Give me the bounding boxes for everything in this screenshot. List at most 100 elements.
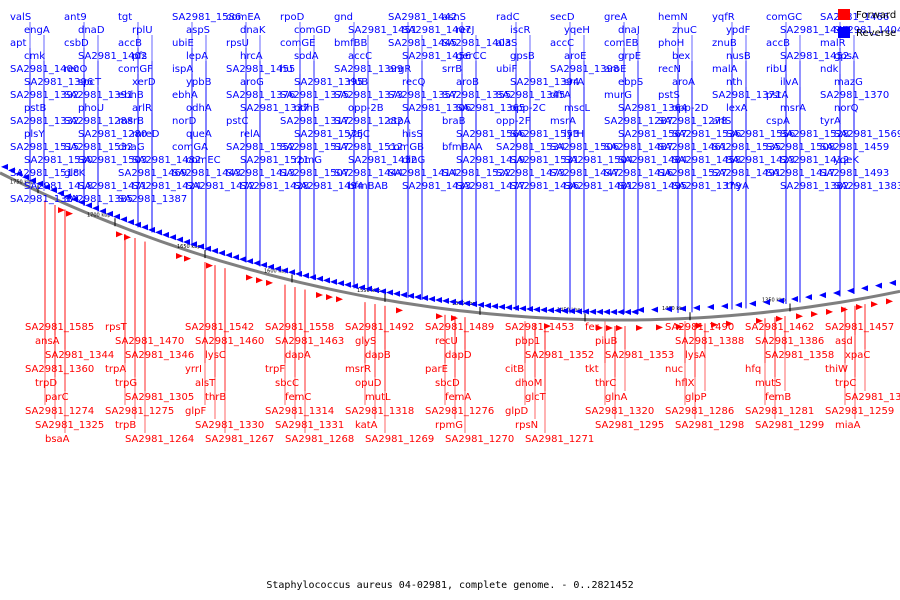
- forward-gene-label: sbcD: [435, 378, 460, 389]
- legend-reverse-label: Reverse: [856, 28, 896, 39]
- forward-gene-label: thrC: [595, 378, 616, 389]
- reverse-gene-arrow: [519, 305, 526, 312]
- reverse-gene-label: SA2981_1396: [24, 77, 93, 88]
- forward-gene-label: nuc: [665, 364, 683, 375]
- reverse-gene-label: SA2981_1345: [496, 90, 565, 101]
- reverse-gene-label: SA2981_1472: [186, 181, 255, 192]
- reverse-gene-arrow: [365, 285, 372, 292]
- reverse-gene-arrow: [232, 254, 239, 261]
- reverse-gene-arrow: [512, 304, 519, 311]
- forward-gene-label: SA2981_1275: [105, 406, 174, 417]
- reverse-gene-label: SA2981_1280: [78, 129, 147, 140]
- reverse-gene-label: comGC: [766, 12, 802, 23]
- forward-gene-arrow: [616, 325, 623, 331]
- forward-gene-label: SA2981_1264: [125, 434, 194, 445]
- reverse-gene-arrow: [540, 306, 547, 313]
- forward-gene-label: dhoM: [515, 378, 542, 389]
- reverse-gene-label: dnaD: [78, 25, 105, 36]
- scale-tick-label: 1700 kbp: [87, 212, 111, 218]
- reverse-gene-label: SA2981_1535: [712, 142, 781, 153]
- reverse-gene-label: SA2981_1527: [658, 168, 727, 179]
- reverse-gene-label: SA2981_1442: [388, 12, 457, 23]
- reverse-gene-label: SA2981_1494: [294, 181, 363, 192]
- reverse-gene-label: srrA: [564, 77, 584, 88]
- reverse-gene-label: SA2981_1530: [24, 155, 93, 166]
- reverse-gene-label: ypdF: [726, 25, 751, 36]
- reverse-gene-label: dnaG: [118, 142, 145, 153]
- reverse-gene-arrow: [344, 281, 351, 288]
- forward-gene-label: SA2981_1271: [525, 434, 594, 445]
- reverse-gene-label: znuC: [672, 25, 697, 36]
- reverse-gene-arrow: [414, 293, 421, 300]
- forward-gene-label: trpB: [115, 420, 136, 431]
- reverse-gene-arrow: [679, 305, 686, 312]
- reverse-gene-label: SA2981_1413: [226, 168, 295, 179]
- reverse-gene-label: apt: [10, 38, 26, 49]
- reverse-gene-label: argR: [388, 64, 411, 75]
- forward-gene-arrow: [176, 252, 183, 259]
- reverse-gene-label: arlS: [712, 116, 731, 127]
- forward-gene-arrow: [206, 262, 213, 269]
- reverse-gene-label: gnd: [334, 12, 353, 23]
- reverse-gene-label: SA2981_1385: [64, 194, 133, 205]
- reverse-gene-arrow: [477, 301, 484, 308]
- reverse-gene-label: accB: [766, 38, 790, 49]
- forward-gene-label: dapD: [445, 350, 472, 361]
- reverse-gene-label: SA2981_1375: [280, 90, 349, 101]
- forward-gene-label: thiW: [825, 364, 848, 375]
- reverse-gene-label: SA2981_1575: [294, 129, 363, 140]
- reverse-gene-label: pstB: [24, 103, 46, 114]
- reverse-gene-label: queA: [186, 129, 212, 140]
- reverse-gene-label: srrB: [442, 64, 462, 75]
- reverse-gene-arrow: [407, 292, 414, 299]
- reverse-gene-label: malR: [820, 38, 846, 49]
- reverse-gene-arrow: [379, 288, 386, 295]
- forward-gene-label: SA2981_1344: [45, 350, 114, 361]
- reverse-gene-label: thyA: [726, 181, 749, 192]
- reverse-gene-label: lytH: [564, 129, 584, 140]
- forward-gene-arrow: [886, 298, 893, 305]
- reverse-gene-label: SA2981_1461: [658, 142, 727, 153]
- reverse-gene-label: lepA: [186, 51, 208, 62]
- scale-tick-label: 1650 kbp: [177, 244, 201, 250]
- reverse-gene-label: gerCC: [456, 51, 487, 62]
- reverse-gene-label: nusB: [726, 51, 751, 62]
- reverse-gene-arrow: [428, 295, 435, 302]
- reverse-gene-arrow: [239, 256, 246, 263]
- reverse-gene-label: comGF: [118, 64, 153, 75]
- reverse-gene-arrow: [526, 305, 533, 312]
- reverse-gene-arrow: [819, 292, 826, 299]
- reverse-gene-label: SA2981_1306: [402, 103, 471, 114]
- reverse-gene-arrow: [211, 247, 218, 254]
- reverse-gene-label: SA2981_1515: [10, 142, 79, 153]
- forward-gene-label: fer: [585, 322, 600, 333]
- reverse-gene-label: comEB: [604, 38, 639, 49]
- reverse-gene-arrow: [372, 287, 379, 294]
- forward-gene-label: SA2981_1462: [745, 322, 814, 333]
- reverse-gene-label: SA2981_1512: [334, 142, 403, 153]
- forward-gene-label: rpmG: [435, 420, 463, 431]
- forward-gene-label: SA2981_1386: [755, 336, 824, 347]
- reverse-gene-arrow: [386, 289, 393, 296]
- forward-gene-arrow: [66, 210, 73, 217]
- forward-gene-label: SA2981_1492: [345, 322, 414, 333]
- reverse-gene-arrow: [162, 231, 169, 238]
- reverse-gene-arrow: [204, 245, 211, 252]
- reverse-gene-arrow: [316, 275, 323, 282]
- scale-tick-label: 1500 kbp: [452, 301, 476, 307]
- reverse-gene-arrow: [596, 308, 603, 315]
- reverse-gene-label: hrcA: [240, 51, 263, 62]
- reverse-gene-label: spcT: [78, 77, 102, 88]
- reverse-gene-label: hu: [280, 64, 293, 75]
- reverse-gene-label: SA2981_1528: [780, 129, 849, 140]
- reverse-gene-label: recO: [64, 64, 88, 75]
- scale-tick-label: 1550 kbp: [357, 288, 381, 294]
- reverse-gene-label: yqeH: [564, 25, 590, 36]
- forward-gene-label: SA2981_1470: [115, 336, 184, 347]
- reverse-gene-label: SA2981_1355: [442, 90, 511, 101]
- reverse-gene-label: SA2981_1445: [388, 38, 457, 49]
- reverse-gene-label: iscR: [510, 25, 530, 36]
- forward-gene-label: parE: [425, 364, 448, 375]
- forward-gene-label: SA2981_1489: [425, 322, 494, 333]
- reverse-gene-label: hisS: [402, 129, 423, 140]
